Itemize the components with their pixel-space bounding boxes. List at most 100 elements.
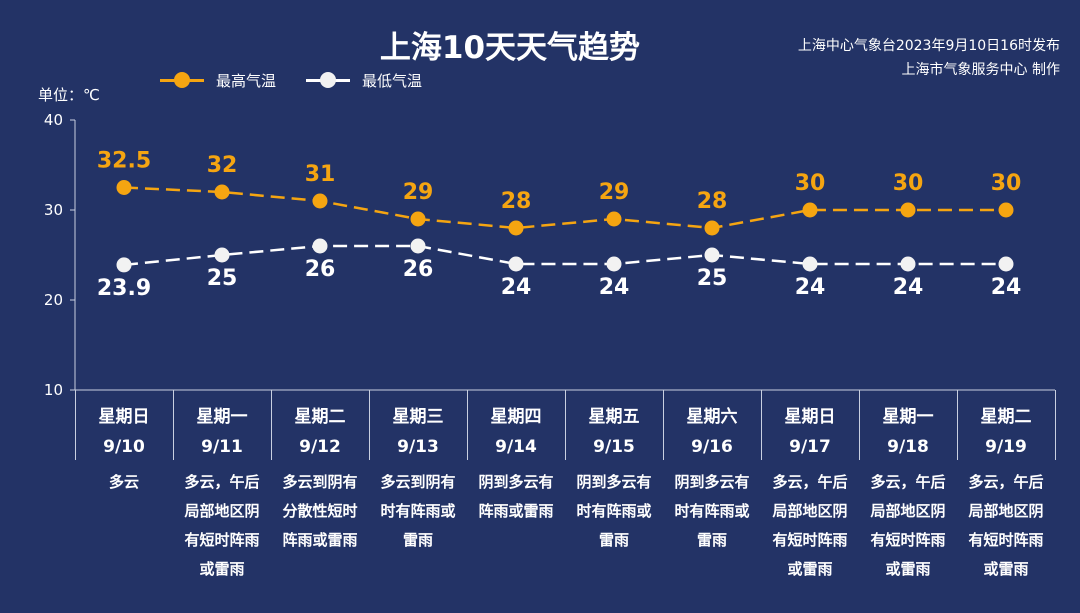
y-tick-label: 40 [44, 111, 63, 129]
series-low-data-label: 25 [697, 266, 728, 291]
day-weather: 多云 [108, 473, 139, 491]
column-divider [761, 390, 762, 460]
series-low-point [704, 247, 720, 263]
day-weekday: 星期五 [588, 407, 640, 427]
day-weekday: 星期一 [882, 407, 934, 427]
day-weather: 阴到多云有时有阵雨或雷雨 [674, 473, 750, 549]
day-column: 星期三 9/13 多云到阴有时有阵雨或雷雨 [369, 390, 467, 555]
series-high-line [123, 186, 1006, 230]
day-weekday: 星期四 [490, 407, 542, 427]
legend: 最高气温 最低气温 [160, 70, 422, 91]
series-low-point [410, 238, 426, 254]
series-high-point [802, 202, 818, 218]
column-divider [565, 390, 566, 460]
series-low-point [606, 256, 622, 272]
series-high-data-label: 31 [305, 162, 336, 187]
series-high-data-label: 29 [599, 180, 630, 205]
series-high-data-label: 29 [403, 180, 434, 205]
day-column: 星期五 9/15 阴到多云有时有阵雨或雷雨 [565, 390, 663, 555]
day-weekday: 星期二 [980, 407, 1032, 427]
series-low-data-label: 26 [305, 257, 336, 282]
day-weather: 多云，午后局部地区阴有短时阵雨或雷雨 [184, 473, 260, 578]
series-low-data-label: 24 [991, 275, 1022, 300]
series-high-data-label: 30 [795, 171, 826, 196]
series-low-data-label: 23.9 [97, 276, 151, 301]
y-tick-label: 20 [44, 291, 63, 309]
series-low-data-label: 24 [599, 275, 630, 300]
day-weather: 多云，午后局部地区阴有短时阵雨或雷雨 [968, 473, 1044, 578]
day-weather: 多云到阴有分散性短时阵雨或雷雨 [282, 473, 358, 549]
column-divider [173, 390, 174, 460]
series-high-point [410, 211, 426, 227]
day-column: 星期二 9/12 多云到阴有分散性短时阵雨或雷雨 [271, 390, 369, 555]
day-column: 星期日 9/17 多云，午后局部地区阴有短时阵雨或雷雨 [761, 390, 859, 584]
series-high-data-label: 30 [893, 171, 924, 196]
column-divider [957, 390, 958, 460]
series-high-point [312, 193, 328, 209]
series-low-point [214, 247, 230, 263]
page-title: 上海10天天气趋势 [379, 30, 641, 66]
series-high-point [606, 211, 622, 227]
y-tick-label: 10 [44, 381, 63, 399]
y-axis-unit: 单位：℃ [38, 86, 100, 104]
day-column: 星期二 9/19 多云，午后局部地区阴有短时阵雨或雷雨 [957, 390, 1055, 584]
day-date: 9/19 [985, 437, 1027, 457]
legend-low: 最低气温 [306, 70, 422, 91]
day-weekday: 星期二 [294, 407, 346, 427]
column-divider [369, 390, 370, 460]
day-weather: 多云，午后局部地区阴有短时阵雨或雷雨 [870, 473, 946, 578]
day-date: 9/10 [103, 437, 145, 457]
day-weekday: 星期日 [98, 407, 150, 427]
day-column: 星期一 9/11 多云，午后局部地区阴有短时阵雨或雷雨 [173, 390, 271, 584]
legend-high-swatch [160, 72, 204, 88]
series-high-data-label: 32 [207, 153, 238, 178]
series-high-data-label: 28 [501, 189, 532, 214]
day-weekday: 星期一 [196, 407, 248, 427]
legend-low-swatch [306, 72, 351, 88]
series-low-data-label: 24 [795, 275, 826, 300]
day-date: 9/18 [887, 437, 929, 457]
legend-low-label: 最低气温 [362, 72, 423, 90]
series-high-data-label: 28 [697, 189, 728, 214]
series-low-point [116, 257, 132, 273]
legend-high-label: 最高气温 [216, 72, 277, 90]
source-info: 上海中心气象台2023年9月10日16时发布 上海市气象服务中心 制作 [798, 34, 1060, 82]
day-weather: 多云，午后局部地区阴有短时阵雨或雷雨 [772, 473, 848, 578]
day-date: 9/14 [495, 437, 537, 457]
series-low-point [802, 256, 818, 272]
series-low-data-label: 26 [403, 257, 434, 282]
day-weekday: 星期六 [686, 407, 738, 427]
day-weekday: 星期三 [392, 407, 444, 427]
series-high-point [704, 220, 720, 236]
series-low-line [123, 244, 1006, 267]
column-divider [75, 390, 76, 460]
column-divider [271, 390, 272, 460]
series-high-point [116, 180, 132, 195]
day-weather: 阴到多云有阵雨或雷雨 [478, 473, 554, 520]
series-low-data-label: 25 [207, 266, 238, 291]
source-line-2: 上海市气象服务中心 制作 [901, 62, 1060, 78]
column-divider [859, 390, 860, 460]
series-high-point [214, 184, 230, 200]
series-high-point [900, 202, 916, 218]
y-tick-label: 30 [44, 201, 63, 219]
day-weather: 阴到多云有时有阵雨或雷雨 [576, 473, 652, 549]
day-column: 星期日 9/10 多云 [75, 390, 173, 497]
day-date: 9/12 [299, 437, 341, 457]
day-column: 星期一 9/18 多云，午后局部地区阴有短时阵雨或雷雨 [859, 390, 957, 584]
column-divider [663, 390, 664, 460]
series-low-data-label: 24 [501, 275, 532, 300]
series-low-point [900, 256, 916, 272]
day-date: 9/17 [789, 437, 831, 457]
series-high-point [998, 202, 1014, 218]
series-low-point [312, 238, 328, 254]
day-date: 9/15 [593, 437, 635, 457]
source-line-1: 上海中心气象台2023年9月10日16时发布 [797, 38, 1060, 54]
column-divider [1055, 390, 1056, 460]
column-divider [467, 390, 468, 460]
series-low-point [998, 256, 1014, 272]
day-column: 星期六 9/16 阴到多云有时有阵雨或雷雨 [663, 390, 761, 555]
series-high-point [508, 220, 524, 236]
legend-high: 最高气温 [160, 70, 276, 91]
